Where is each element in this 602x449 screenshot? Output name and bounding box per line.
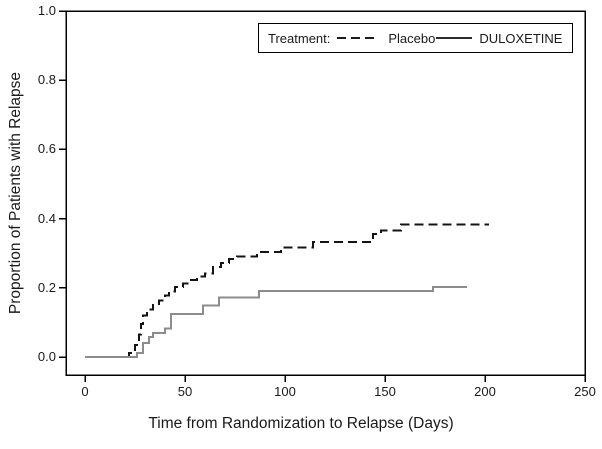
x-tick-label: 150 [374, 384, 396, 399]
y-tick-label: 0.8 [37, 72, 56, 88]
legend-box: Treatment: Placebo DULOXETINE [258, 23, 573, 53]
legend-entry-duloxetine: DULOXETINE [479, 30, 563, 46]
y-tick-label: 0.0 [37, 349, 56, 364]
x-tick-label: 100 [274, 384, 296, 399]
y-tick-label: 0.4 [37, 210, 56, 226]
legend-entry-placebo: Placebo [388, 30, 436, 46]
x-tick-label: 0 [81, 384, 89, 399]
x-tick-label: 50 [177, 384, 193, 399]
x-axis-title: Time from Randomization to Relapse (Days… [148, 415, 454, 432]
placebo-curve [85, 223, 489, 358]
y-axis-title: Proportion of Patients with Relapse [7, 71, 24, 315]
x-tick-label: 200 [474, 384, 496, 399]
placebo-dashed-line-icon [337, 37, 376, 39]
plot-frame [65, 10, 586, 376]
y-tick-label: 0.6 [37, 141, 56, 157]
y-tick-label: 1.0 [37, 3, 56, 18]
legend-title: Treatment: [268, 30, 331, 46]
y-tick-label: 0.2 [37, 279, 56, 295]
x-tick-label: 250 [574, 384, 596, 399]
duloxetine-solid-line-icon [436, 37, 473, 39]
duloxetine-curve [85, 286, 467, 358]
